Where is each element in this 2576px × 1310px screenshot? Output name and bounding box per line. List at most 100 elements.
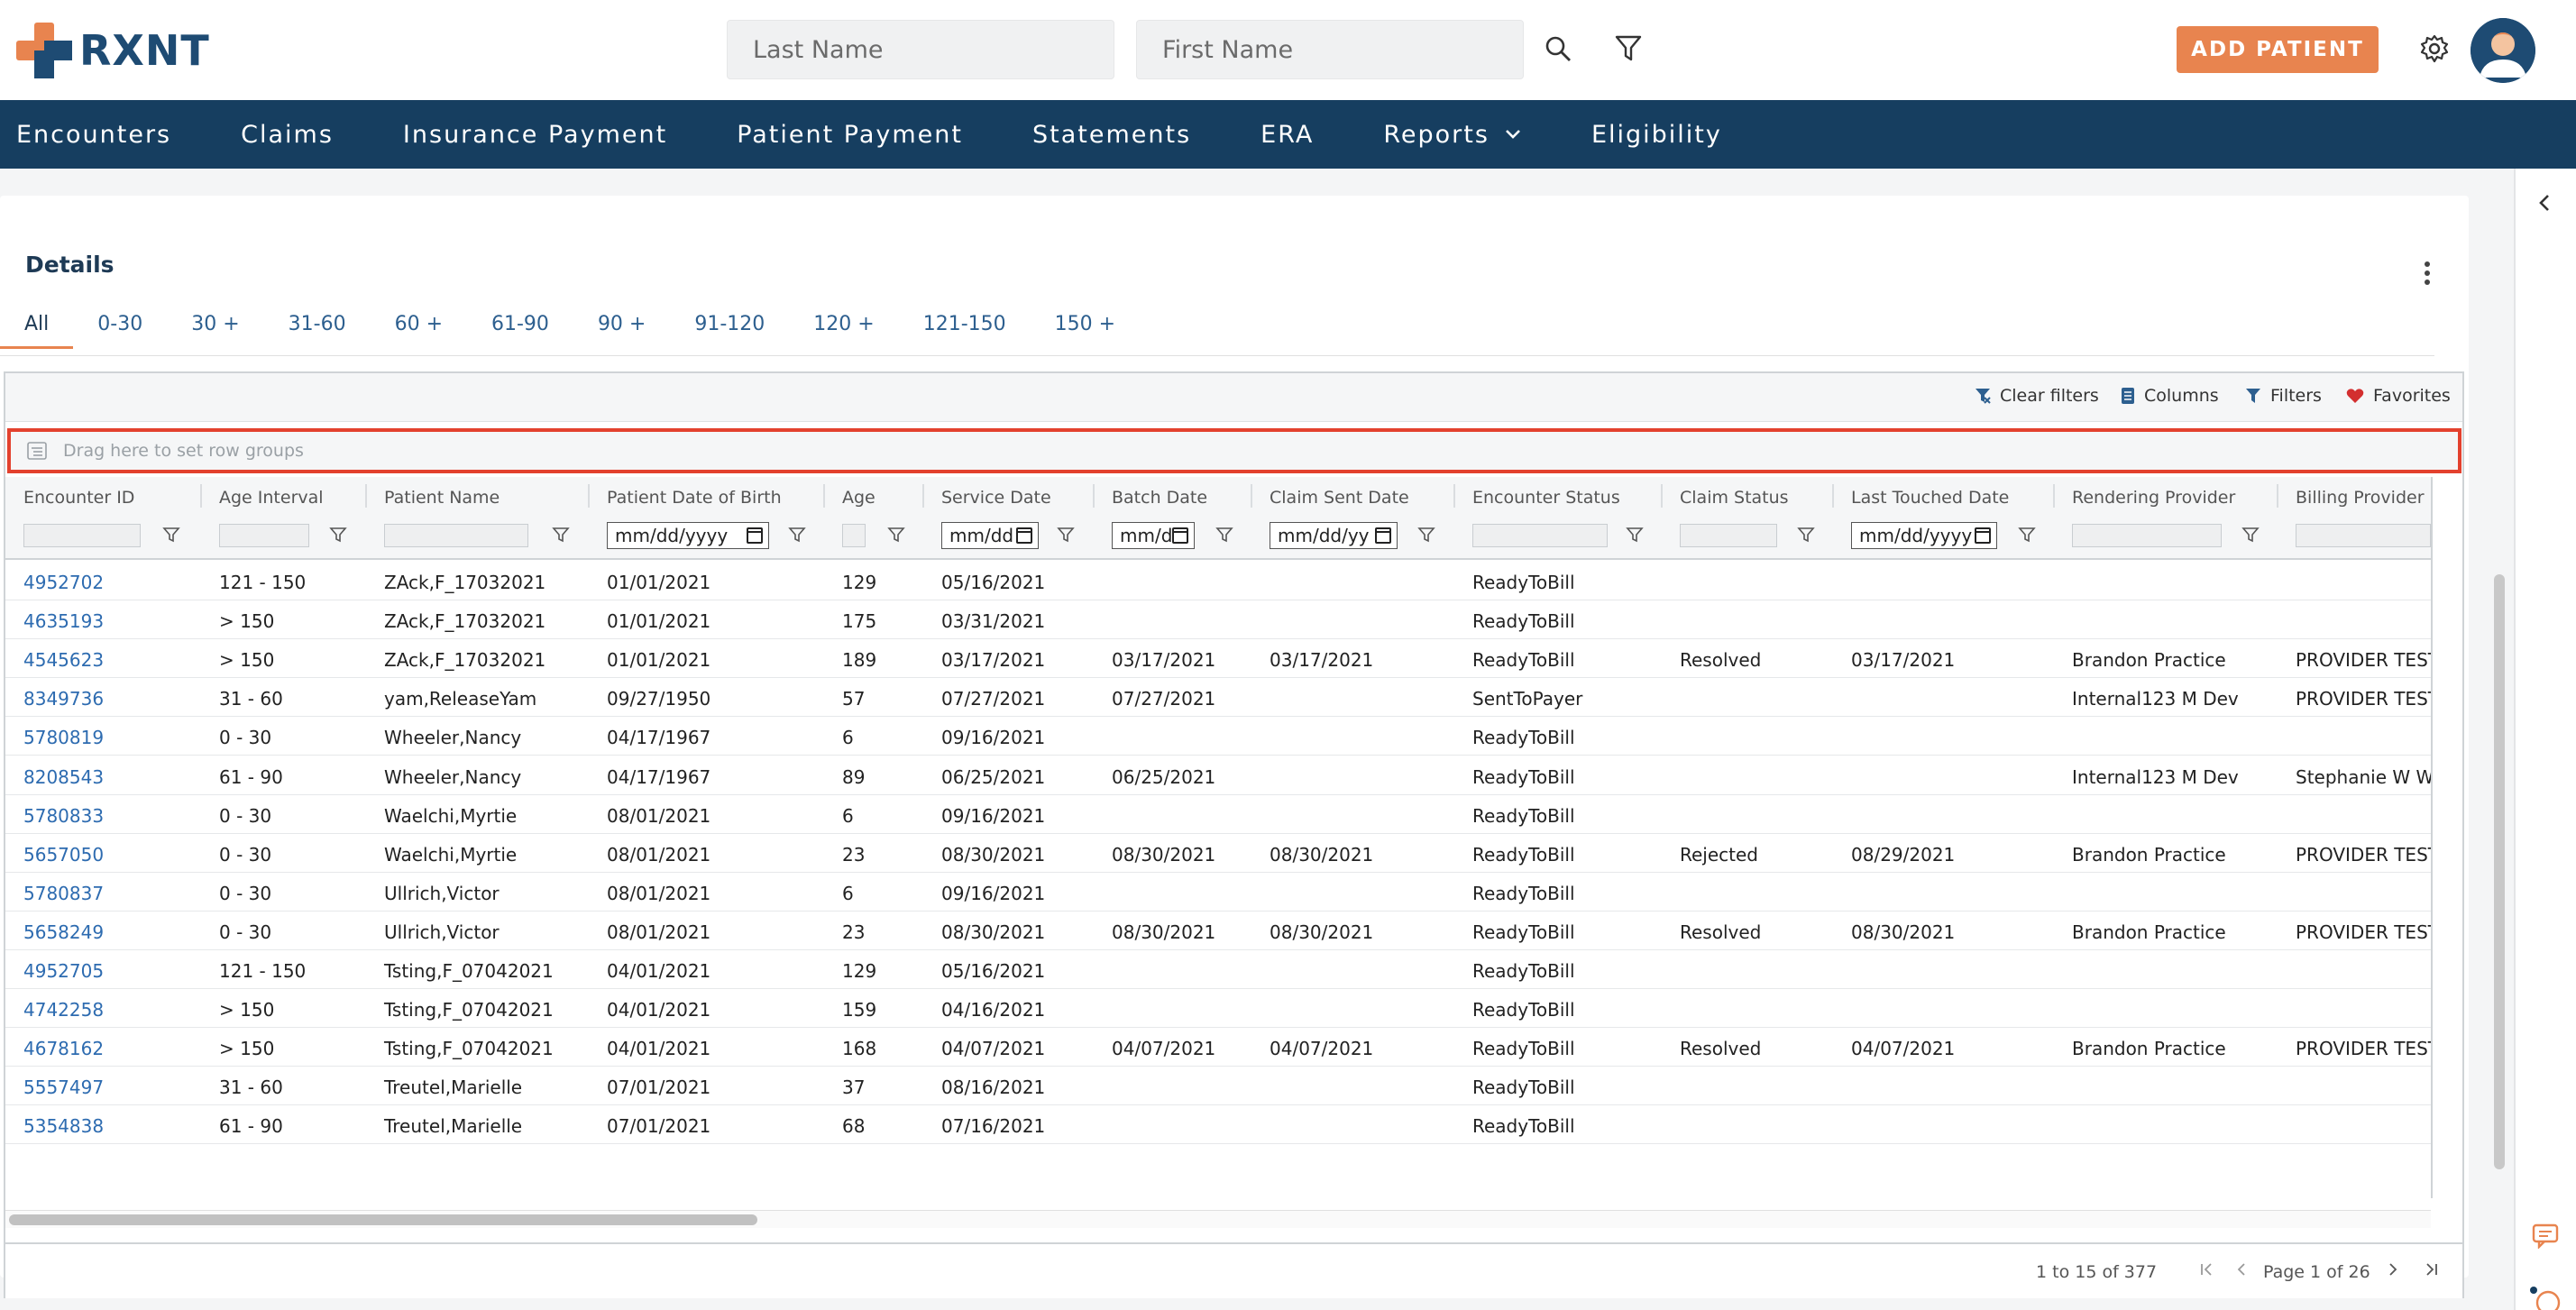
col-resize-handle[interactable] (200, 484, 202, 508)
encounter-id-link[interactable]: 5780833 (23, 804, 105, 827)
table-row[interactable]: 4952702 121 - 150 ZAck,F_17032021 01/01/202… (5, 562, 2431, 600)
filter-batch-date-input[interactable]: mm/d (1112, 522, 1195, 549)
encounter-id-link[interactable]: 5657050 (23, 843, 105, 866)
column-filter-icon[interactable] (162, 526, 180, 544)
encounter-id-link[interactable]: 5354838 (23, 1115, 105, 1138)
col-resize-handle[interactable] (588, 484, 590, 508)
filter-billing-provider-input[interactable] (2296, 524, 2431, 547)
table-row[interactable]: 5354838 61 - 90 Treutel,Marielle 07/01/2021… (5, 1105, 2431, 1145)
columns-button[interactable]: Columns (2121, 386, 2219, 406)
nav-statements[interactable]: Statements (1032, 120, 1192, 149)
column-filter-icon[interactable] (1215, 526, 1233, 544)
col-resize-handle[interactable] (1453, 484, 1455, 508)
filter-age-interval-input[interactable] (219, 524, 309, 547)
filter-dob-date-input[interactable]: mm/dd/yyyy (607, 522, 769, 549)
col-resize-handle[interactable] (1832, 484, 1834, 508)
tab-0-30[interactable]: 0-30 (97, 313, 143, 335)
nav-reports[interactable]: Reports (1383, 121, 1522, 149)
col-resize-handle[interactable] (1093, 484, 1095, 508)
last-name-input[interactable] (727, 20, 1114, 79)
horizontal-scrollbar[interactable] (5, 1210, 2431, 1228)
rxnt-logo[interactable]: RXNT (16, 23, 210, 78)
column-filter-icon[interactable] (1797, 526, 1815, 544)
last-page-icon[interactable] (2422, 1260, 2440, 1278)
filter-claim-sent-date-input[interactable]: mm/dd/yy (1270, 522, 1398, 549)
previous-page-icon[interactable] (2232, 1260, 2251, 1278)
col-resize-handle[interactable] (2053, 484, 2055, 508)
calendar-icon[interactable] (1975, 527, 1991, 544)
encounter-id-link[interactable]: 5557497 (23, 1076, 105, 1099)
column-filter-icon[interactable] (788, 526, 806, 544)
filter-icon[interactable] (1610, 31, 1646, 67)
encounter-id-link[interactable]: 4678162 (23, 1038, 105, 1060)
favorites-button[interactable]: Favorites (2346, 386, 2451, 406)
encounter-id-link[interactable]: 4742258 (23, 999, 105, 1021)
col-header-batch-date[interactable]: Batch Date (1112, 488, 1208, 508)
table-row[interactable]: 4545623 > 150 ZAck,F_17032021 01/01/2021 189… (5, 639, 2439, 679)
column-filter-icon[interactable] (1057, 526, 1075, 544)
horizontal-scroll-thumb[interactable] (9, 1214, 757, 1225)
filter-encounter-status-input[interactable] (1472, 524, 1608, 547)
col-header-claim-sent-date[interactable]: Claim Sent Date (1270, 488, 1409, 508)
tab-30-plus[interactable]: 30 + (191, 313, 240, 335)
more-options-icon[interactable] (2418, 257, 2436, 293)
table-row[interactable]: 5658249 0 - 30 Ullrich,Victor 08/01/2021 23 0… (5, 912, 2439, 950)
table-row[interactable]: 5657050 0 - 30 Waelchi,Myrtie 08/01/2021 23 0… (5, 834, 2439, 873)
nav-eligibility[interactable]: Eligibility (1591, 120, 1722, 149)
table-row[interactable]: 8349736 31 - 60 yam,ReleaseYam 09/27/1950 57… (5, 678, 2439, 718)
first-page-icon[interactable] (2198, 1260, 2216, 1278)
encounter-id-link[interactable]: 5780819 (23, 727, 105, 749)
col-header-rendering-provider[interactable]: Rendering Provider (2072, 488, 2236, 508)
col-header-claim-status[interactable]: Claim Status (1680, 488, 1789, 508)
row-group-drop-zone[interactable]: Drag here to set row groups (7, 428, 2461, 473)
col-header-age[interactable]: Age (842, 488, 875, 508)
gear-icon[interactable] (2416, 31, 2452, 67)
col-header-billing-provider[interactable]: Billing Provider (2296, 488, 2425, 508)
filter-patient-name-input[interactable] (384, 524, 528, 547)
filters-button[interactable]: Filters (2245, 386, 2322, 406)
filter-last-touched-date-input[interactable]: mm/dd/yyyy (1851, 522, 1997, 549)
col-header-service-date[interactable]: Service Date (941, 488, 1051, 508)
tab-91-120[interactable]: 91-120 (694, 313, 765, 335)
page-vertical-scroll-thumb[interactable] (2494, 574, 2505, 1169)
nav-era[interactable]: ERA (1260, 120, 1315, 149)
column-filter-icon[interactable] (552, 526, 570, 544)
tab-120-plus[interactable]: 120 + (813, 313, 875, 335)
tab-60-plus[interactable]: 60 + (394, 313, 443, 335)
table-row[interactable]: 5780833 0 - 30 Waelchi,Myrtie 08/01/2021 6 09… (5, 795, 2431, 834)
table-row[interactable]: 5557497 31 - 60 Treutel,Marielle 07/01/2021… (5, 1067, 2431, 1106)
help-icon[interactable] (2528, 1283, 2561, 1310)
first-name-input[interactable] (1136, 20, 1524, 79)
table-row[interactable]: 5780837 0 - 30 Ullrich,Victor 08/01/2021 6 09… (5, 873, 2431, 912)
encounter-id-link[interactable]: 8349736 (23, 688, 105, 710)
encounter-id-link[interactable]: 5658249 (23, 921, 105, 943)
tab-31-60[interactable]: 31-60 (288, 313, 346, 335)
tab-61-90[interactable]: 61-90 (491, 313, 549, 335)
col-resize-handle[interactable] (823, 484, 825, 508)
encounter-id-link[interactable]: 5780837 (23, 882, 105, 904)
column-filter-icon[interactable] (1626, 526, 1644, 544)
chat-icon[interactable] (2532, 1223, 2559, 1249)
page-vertical-scrollbar[interactable] (2490, 169, 2508, 1310)
table-row[interactable]: 4635193 > 150 ZAck,F_17032021 01/01/2021 175… (5, 600, 2431, 640)
column-filter-icon[interactable] (887, 526, 905, 544)
user-avatar[interactable] (2471, 18, 2535, 83)
encounter-id-link[interactable]: 4952702 (23, 572, 105, 593)
filter-service-date-input[interactable]: mm/dd (941, 522, 1039, 549)
column-filter-icon[interactable] (329, 526, 347, 544)
calendar-icon[interactable] (1375, 527, 1391, 544)
nav-claims[interactable]: Claims (241, 120, 334, 149)
col-header-last-touched-date[interactable]: Last Touched Date (1851, 488, 2010, 508)
col-resize-handle[interactable] (1661, 484, 1663, 508)
filter-encounter-id-input[interactable] (23, 524, 141, 547)
col-resize-handle[interactable] (2277, 484, 2278, 508)
calendar-icon[interactable] (1016, 527, 1032, 544)
table-row[interactable]: 5780819 0 - 30 Wheeler,Nancy 04/17/1967 6 09/… (5, 717, 2431, 756)
col-header-age-interval[interactable]: Age Interval (219, 488, 324, 508)
collapse-panel-icon[interactable] (2535, 192, 2553, 214)
tab-90-plus[interactable]: 90 + (597, 313, 646, 335)
filter-age-input[interactable] (842, 524, 866, 547)
col-header-encounter-id[interactable]: Encounter ID (23, 488, 135, 508)
calendar-icon[interactable] (747, 527, 763, 544)
encounter-id-link[interactable]: 4635193 (23, 610, 105, 633)
